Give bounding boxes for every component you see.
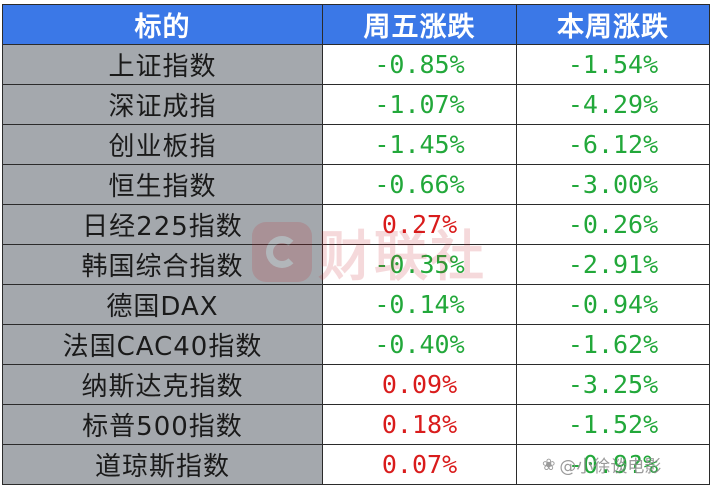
week-change-cell: -1.52% [516,404,710,445]
index-name-cell: 恒生指数 [2,164,323,205]
table-row: 法国CAC40指数 -0.40% -1.62% [2,324,710,365]
table-row: 标普500指数 0.18% -1.52% [2,404,710,445]
index-name-cell: 标普500指数 [2,404,323,445]
friday-change-cell: -0.66% [322,164,517,205]
index-name-cell: 法国CAC40指数 [2,324,323,365]
week-change-cell: -1.62% [516,324,710,365]
table-row: 恒生指数 -0.66% -3.00% [2,164,710,205]
table-row: 上证指数 -0.85% -1.54% [2,44,710,85]
index-table: 标的 周五涨跌 本周涨跌 上证指数 -0.85% -1.54% 深证成指 -1.07% -… [2,4,710,485]
week-change-cell: -0.9?% [516,444,710,485]
table-row: 德国DAX -0.14% -0.94% [2,284,710,325]
table-row: 日经225指数 0.27% -0.26% [2,204,710,245]
friday-change-cell: -0.14% [322,284,517,325]
table-row: 韩国综合指数 -0.35% -2.91% [2,244,710,285]
friday-change-cell: -0.85% [322,44,517,85]
friday-change-cell: -1.45% [322,124,517,165]
index-name-cell: 上证指数 [2,44,323,85]
paw-icon: ❀ [542,455,556,474]
friday-change-cell: -0.40% [322,324,517,365]
author-credit-text: @小徐谈电影 [559,457,662,477]
week-change-cell: -0.26% [516,204,710,245]
header-row: 标的 周五涨跌 本周涨跌 [2,4,710,45]
week-change-cell: -1.54% [516,44,710,85]
column-header-week-change: 本周涨跌 [516,4,710,45]
week-change-cell: -3.25% [516,364,710,405]
friday-change-cell: -1.07% [322,84,517,125]
index-name-cell: 纳斯达克指数 [2,364,323,405]
friday-change-cell: 0.07% [322,444,517,485]
week-change-cell: -3.00% [516,164,710,205]
week-change-cell: -2.91% [516,244,710,285]
table-row: 深证成指 -1.07% -4.29% [2,84,710,125]
friday-change-cell: 0.09% [322,364,517,405]
week-change-cell: -4.29% [516,84,710,125]
table-row: 纳斯达克指数 0.09% -3.25% [2,364,710,405]
index-name-cell: 日经225指数 [2,204,323,245]
column-header-index: 标的 [2,4,323,45]
index-name-cell: 德国DAX [2,284,323,325]
friday-change-cell: -0.35% [322,244,517,285]
friday-change-cell: 0.18% [322,404,517,445]
friday-change-cell: 0.27% [322,204,517,245]
table-row: 道琼斯指数 0.07% -0.9?% [2,444,710,485]
index-name-cell: 韩国综合指数 [2,244,323,285]
week-change-cell: -0.94% [516,284,710,325]
week-change-cell: -6.12% [516,124,710,165]
author-credit: ❀ @小徐谈电影 [542,452,661,477]
index-name-cell: 道琼斯指数 [2,444,323,485]
index-name-cell: 深证成指 [2,84,323,125]
index-name-cell: 创业板指 [2,124,323,165]
table-row: 创业板指 -1.45% -6.12% [2,124,710,165]
column-header-friday-change: 周五涨跌 [322,4,517,45]
